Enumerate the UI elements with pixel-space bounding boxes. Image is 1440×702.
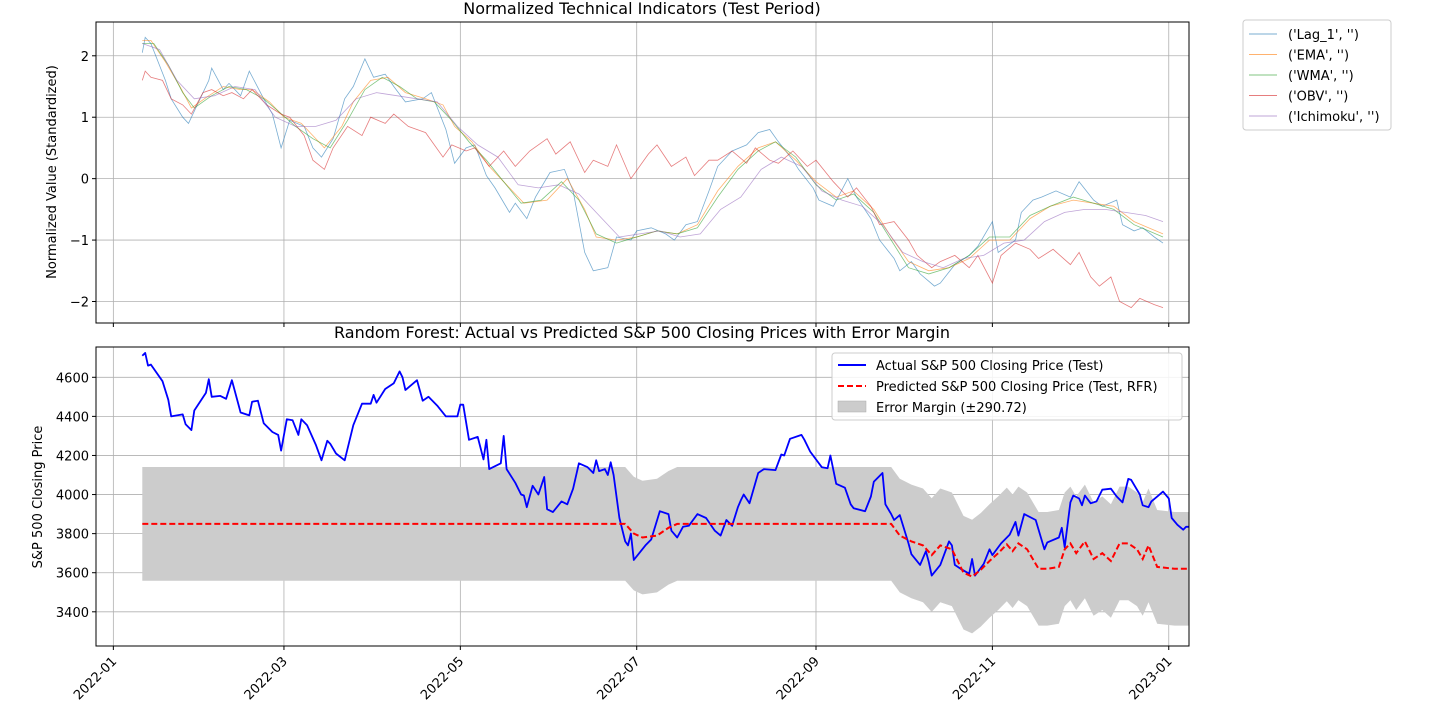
- predicted-price-line: [142, 522, 1189, 578]
- top-y-tick-label: 1: [81, 111, 89, 126]
- series-line-lag-1: [141, 36, 1164, 287]
- x-tick-label: 2022-11: [950, 654, 999, 702]
- error-margin-area: [142, 467, 1189, 634]
- top-gridlines: [96, 22, 1189, 323]
- x-tick-label: 2022-07: [595, 654, 644, 702]
- top-series-lines: [141, 36, 1164, 309]
- series-line-obv: [141, 70, 1164, 309]
- bottom-y-tick-label: 3800: [56, 528, 89, 543]
- bottom-chart-title: Random Forest: Actual vs Predicted S&P 5…: [334, 323, 950, 342]
- top-legend-label: ('Lag_1', ''): [1288, 28, 1359, 43]
- top-legend-box: [1242, 19, 1392, 131]
- top-y-tick-label: 2: [81, 50, 89, 65]
- bottom-y-axis-label: S&P 500 Closing Price: [31, 426, 46, 569]
- legend-predicted-label: Predicted S&P 500 Closing Price (Test, R…: [876, 380, 1158, 395]
- bottom-y-tick-label: 3400: [56, 606, 89, 621]
- top-y-tick-label: −2: [70, 296, 89, 311]
- top-plot-frame: [95, 21, 1190, 324]
- error-margin-band: [142, 467, 1189, 634]
- top-legend-label: ('EMA', ''): [1288, 49, 1349, 64]
- bottom-y-tick-label: 4200: [56, 449, 89, 464]
- top-legend-label: ('WMA', ''): [1288, 69, 1354, 84]
- bottom-y-ticks: 3400 3600 3800 4000 4200 4400 4600: [56, 371, 96, 621]
- legend-actual-label: Actual S&P 500 Closing Price (Test): [876, 359, 1103, 374]
- bottom-y-tick-label: 4000: [56, 489, 89, 504]
- top-y-ticks: −2 −1 0 1 2: [70, 50, 96, 311]
- bottom-legend: Actual S&P 500 Closing Price (Test) Pred…: [831, 352, 1183, 421]
- bottom-y-tick-label: 4600: [56, 371, 89, 386]
- top-legend-entries: ('Lag_1', '') ('EMA', '') ('WMA', '') ('OBV…: [1249, 28, 1380, 125]
- series-line-ichimoku: [142, 43, 1164, 269]
- top-y-tick-label: −1: [70, 234, 89, 249]
- top-legend-label: ('Ichimoku', ''): [1288, 110, 1380, 125]
- bottom-y-tick-label: 4400: [56, 410, 89, 425]
- bottom-y-tick-label: 3600: [56, 567, 89, 582]
- x-tick-label: 2022-01: [71, 654, 120, 702]
- legend-error-label: Error Margin (±290.72): [876, 401, 1027, 416]
- bottom-plot-frame: [95, 346, 1190, 647]
- top-y-tick-label: 0: [81, 173, 89, 188]
- top-x-ticks: [112, 323, 1170, 327]
- top-y-axis-label: Normalized Value (Standardized): [45, 65, 60, 279]
- top-legend-label: ('OBV', ''): [1288, 90, 1348, 105]
- x-tick-label: 2022-09: [774, 654, 823, 702]
- x-tick-label: 2022-03: [242, 654, 291, 702]
- bottom-legend-box: [831, 352, 1183, 421]
- top-chart-title: Normalized Technical Indicators (Test Pe…: [463, 0, 820, 18]
- legend-error-swatch: [837, 400, 867, 413]
- x-tick-label: 2023-01: [1127, 654, 1176, 702]
- bottom-series-lines: [141, 351, 1189, 578]
- actual-price-line: [141, 351, 1189, 577]
- x-tick-label: 2022-05: [418, 654, 467, 702]
- top-legend: ('Lag_1', '') ('EMA', '') ('WMA', '') ('OBV…: [1242, 19, 1392, 131]
- bottom-x-ticks: 2022-01 2022-03 2022-05 2022-07 2022-09 2022-…: [71, 646, 1176, 702]
- indicators-chart: −2 −1 0 1 2 Normalized Technical Indicators …: [45, 0, 1190, 327]
